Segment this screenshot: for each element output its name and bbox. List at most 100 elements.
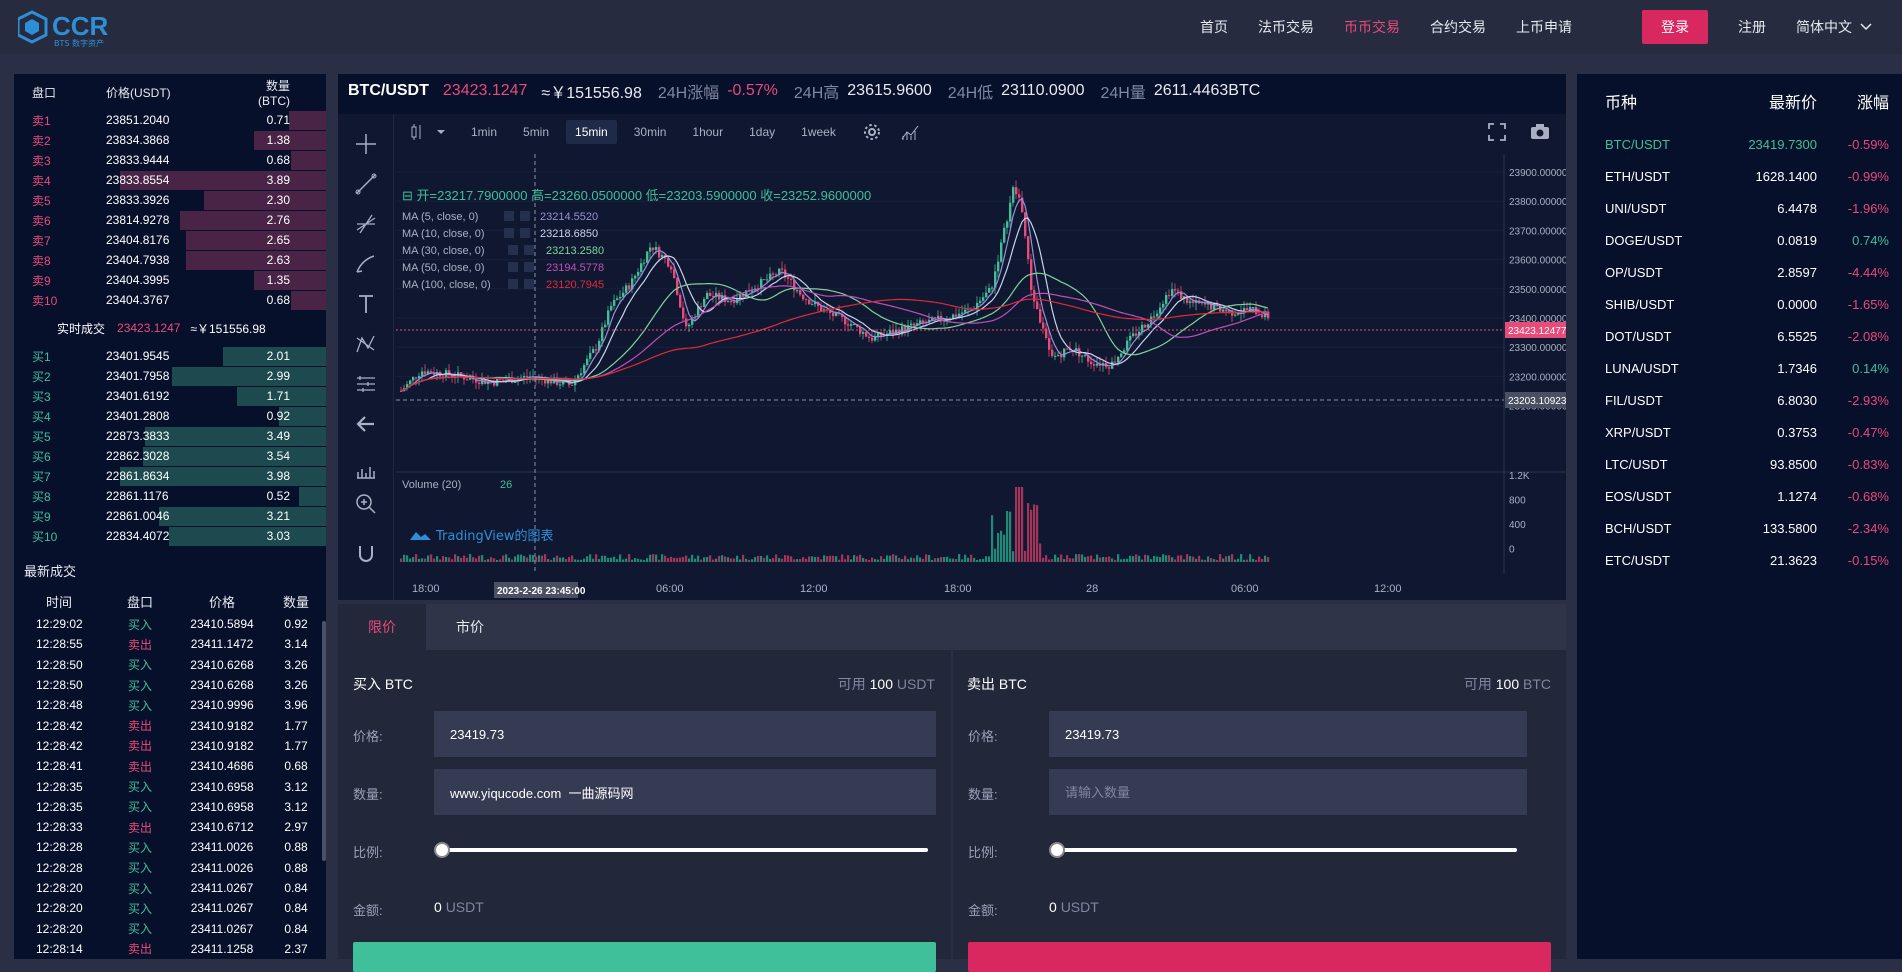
zoom-in-icon[interactable] (354, 492, 378, 516)
timeframe-5min[interactable]: 5min (523, 125, 550, 139)
logo[interactable]: CCR BTS 数字资产 (18, 8, 138, 48)
ma-settings-icon[interactable] (508, 279, 518, 289)
nav-item-fiat[interactable]: 法币交易 (1258, 19, 1314, 35)
market-row[interactable]: DOGE/USDT 0.0819 0.74% (1577, 224, 1902, 256)
ma-legend-label[interactable]: MA (5, close, 0) (402, 211, 478, 223)
market-row[interactable]: SHIB/USDT 0.0000 -1.65% (1577, 288, 1902, 320)
order-book-row[interactable]: 卖10 23404.3767 0.68 (14, 290, 326, 310)
order-book-row[interactable]: 买3 23401.6192 1.71 (14, 386, 326, 406)
ma-settings-icon[interactable] (508, 245, 518, 255)
ma-legend-label[interactable]: MA (30, close, 0) (402, 245, 485, 257)
ma-settings-icon[interactable] (504, 211, 514, 221)
market-row[interactable]: LTC/USDT 93.8500 -0.83% (1577, 448, 1902, 480)
ma-close-icon[interactable] (520, 228, 530, 238)
market-row[interactable]: UNI/USDT 6.4478 -1.96% (1577, 192, 1902, 224)
ma-legend-label[interactable]: MA (100, close, 0) (402, 279, 491, 291)
ma-legend-label[interactable]: MA (50, close, 0) (402, 262, 485, 274)
timeframe-15min[interactable]: 15min (566, 120, 617, 144)
ruler-icon[interactable] (354, 458, 378, 482)
buy-price-input[interactable] (434, 711, 936, 757)
camera-icon[interactable] (1530, 123, 1550, 141)
volume-bar (649, 554, 652, 562)
brush-icon[interactable] (354, 252, 378, 276)
login-button[interactable]: 登录 (1642, 10, 1708, 44)
buy-submit-button[interactable] (353, 942, 936, 972)
market-row[interactable]: DOT/USDT 6.5525 -2.08% (1577, 320, 1902, 352)
ma-close-icon[interactable] (524, 262, 534, 272)
order-book-row[interactable]: 卖2 23834.3868 1.38 (14, 130, 326, 150)
ma-legend-label[interactable]: MA (10, close, 0) (402, 228, 485, 240)
market-row[interactable]: BTC/USDT 23419.7300 -0.59% (1577, 128, 1902, 160)
order-book-row[interactable]: 买9 22861.0046 3.21 (14, 506, 326, 526)
market-row[interactable]: OP/USDT 2.8597 -4.44% (1577, 256, 1902, 288)
order-book-row[interactable]: 买10 22834.4072 3.03 (14, 526, 326, 546)
order-book-row[interactable]: 卖3 23833.9444 0.68 (14, 150, 326, 170)
timeframe-30min[interactable]: 30min (633, 125, 667, 139)
buy-qty-input[interactable] (434, 769, 936, 815)
text-icon[interactable] (354, 292, 378, 316)
crosshair-icon[interactable] (354, 132, 378, 156)
language-select[interactable]: 简体中文 (1796, 17, 1872, 37)
timeframe-1day[interactable]: 1day (749, 125, 776, 139)
ma-close-icon[interactable] (524, 279, 534, 289)
market-row[interactable]: BCH/USDT 133.5800 -2.34% (1577, 512, 1902, 544)
recent-trades-list[interactable]: 12:29:02 买入 23410.5894 0.92 12:28:55 卖出 23411.… (14, 614, 326, 959)
nav-item-listing[interactable]: 上币申请 (1516, 19, 1572, 35)
trendline-icon[interactable] (354, 172, 378, 196)
sell-submit-button[interactable] (968, 942, 1551, 972)
order-book-row[interactable]: 买8 22861.1176 0.52 (14, 486, 326, 506)
order-book-row[interactable]: 卖8 23404.7938 2.63 (14, 250, 326, 270)
order-book-row[interactable]: 买2 23401.7958 2.99 (14, 366, 326, 386)
candle-type-icon[interactable] (408, 123, 426, 141)
order-book-row[interactable]: 卖4 23833.8554 3.89 (14, 170, 326, 190)
order-book-row[interactable]: 卖6 23814.9278 2.76 (14, 210, 326, 230)
ma-close-icon[interactable] (524, 245, 534, 255)
order-book-row[interactable]: 买5 22873.3833 3.49 (14, 426, 326, 446)
nav-item-home[interactable]: 首页 (1200, 19, 1228, 35)
timeframe-1min[interactable]: 1min (471, 125, 498, 139)
chevron-down-icon[interactable] (436, 127, 446, 137)
fib-icon[interactable] (354, 212, 378, 236)
nav-item-spot[interactable]: 币币交易 (1344, 19, 1400, 35)
market-row[interactable]: ETH/USDT 1628.1400 -0.99% (1577, 160, 1902, 192)
pattern-icon[interactable] (354, 332, 378, 356)
buy-ratio-handle[interactable] (434, 842, 450, 858)
register-link[interactable]: 注册 (1738, 19, 1766, 35)
tradingview-watermark[interactable]: TradingView的图表 (435, 528, 554, 544)
tab-limit[interactable]: 限价 (338, 604, 426, 650)
order-book-row[interactable]: 卖9 23404.3995 1.35 (14, 270, 326, 290)
tab-market[interactable]: 市价 (456, 619, 484, 635)
arrow-left-icon[interactable] (354, 412, 378, 436)
order-book-row[interactable]: 买7 22861.8634 3.98 (14, 466, 326, 486)
sell-qty-input[interactable] (1049, 769, 1527, 815)
market-row[interactable]: LUNA/USDT 1.7346 0.14% (1577, 352, 1902, 384)
ma-settings-icon[interactable] (504, 228, 514, 238)
order-book-row[interactable]: 卖5 23833.3926 2.30 (14, 190, 326, 210)
trades-scrollbar[interactable] (322, 621, 326, 861)
gear-icon[interactable] (863, 123, 881, 141)
ma-close-icon[interactable] (520, 211, 530, 221)
measure-icon[interactable] (354, 372, 378, 396)
market-row[interactable]: ETC/USDT 21.3623 -0.15% (1577, 544, 1902, 576)
ma-settings-icon[interactable] (508, 262, 518, 272)
sell-ratio-slider[interactable] (1057, 848, 1517, 852)
sell-ratio-handle[interactable] (1049, 842, 1065, 858)
nav-item-contract[interactable]: 合约交易 (1430, 19, 1486, 35)
fullscreen-icon[interactable] (1488, 123, 1506, 141)
timeframe-1hour[interactable]: 1hour (692, 125, 724, 139)
indicators-icon[interactable] (901, 123, 919, 141)
order-book-row[interactable]: 卖7 23404.8176 2.65 (14, 230, 326, 250)
market-row[interactable]: EOS/USDT 1.1274 -0.68% (1577, 480, 1902, 512)
price-chart-canvas[interactable]: 23900.0000000 23800.0000000 23700.0000000 2… (396, 154, 1566, 600)
timeframe-1week[interactable]: 1week (801, 125, 836, 139)
order-book-row[interactable]: 买1 23401.9545 2.01 (14, 346, 326, 366)
market-row[interactable]: FIL/USDT 6.8030 -2.93% (1577, 384, 1902, 416)
order-book-row[interactable]: 卖1 23851.2040 0.71 (14, 110, 326, 130)
order-book-row[interactable]: 买4 23401.2808 0.92 (14, 406, 326, 426)
market-row[interactable]: XRP/USDT 0.3753 -0.47% (1577, 416, 1902, 448)
sell-price-input[interactable] (1049, 711, 1527, 757)
magnet-icon[interactable] (354, 542, 378, 566)
tradingview-chart[interactable]: 1min 5min 15min 30min 1hour 1day 1week 23900.0… (338, 114, 1566, 600)
buy-ratio-slider[interactable] (442, 848, 928, 852)
order-book-row[interactable]: 买6 22862.3028 3.54 (14, 446, 326, 466)
